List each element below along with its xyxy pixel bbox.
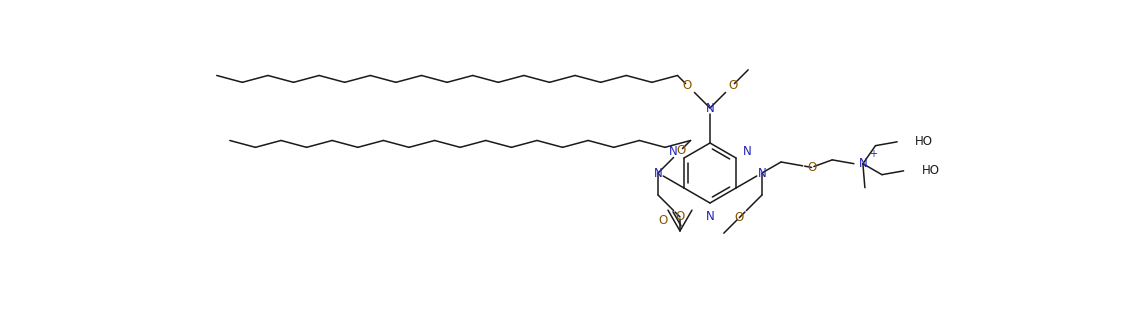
- Text: O: O: [728, 79, 738, 92]
- Text: N: N: [758, 167, 766, 180]
- Text: O: O: [676, 210, 685, 223]
- Text: O: O: [676, 144, 686, 157]
- Text: O: O: [659, 213, 668, 227]
- Text: N: N: [706, 209, 714, 222]
- Text: O: O: [682, 79, 691, 92]
- Text: N: N: [669, 145, 677, 158]
- Text: N: N: [858, 157, 867, 170]
- Text: N: N: [706, 102, 714, 115]
- Text: O: O: [807, 161, 817, 174]
- Text: +: +: [869, 149, 876, 159]
- Text: HO: HO: [922, 164, 940, 177]
- Text: N: N: [653, 167, 662, 180]
- Text: HO: HO: [915, 135, 933, 148]
- Text: O: O: [734, 211, 744, 224]
- Text: N: N: [743, 145, 751, 158]
